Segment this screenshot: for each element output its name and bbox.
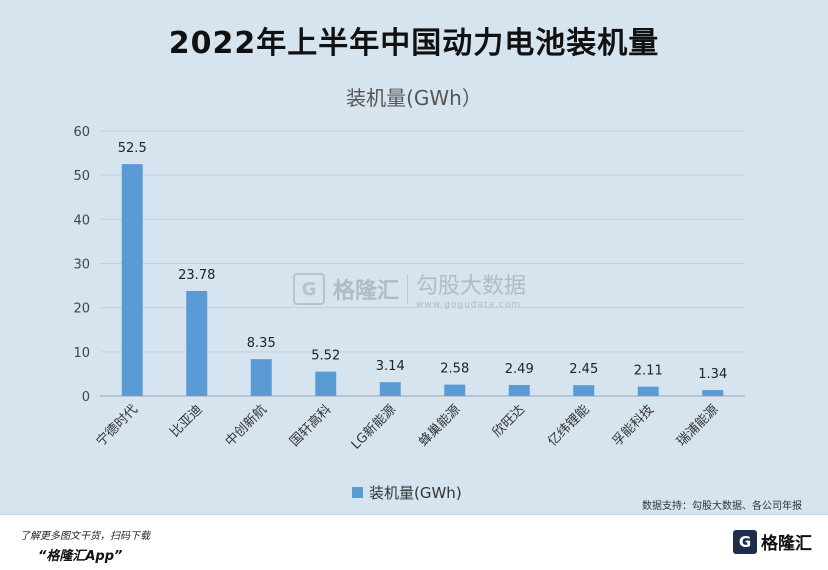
footer-app-name: “格隆汇App”: [38, 549, 123, 564]
data-label: 5.52: [311, 349, 340, 364]
y-tick-label: 10: [73, 346, 90, 361]
logo-icon: G: [733, 529, 757, 554]
x-tick-label: 瑞浦能源: [674, 402, 721, 449]
bar: [186, 290, 208, 396]
data-label: 2.11: [634, 364, 663, 379]
x-tick-label: 孚能科技: [610, 402, 657, 449]
bar: [508, 385, 530, 396]
bar: [637, 386, 659, 396]
logo-text: 格隆汇: [761, 534, 812, 554]
watermark-logo-icon: G: [293, 273, 325, 305]
data-label: 23.78: [178, 268, 215, 283]
bar: [573, 385, 595, 396]
watermark-brand: 勾股大数据: [416, 274, 527, 299]
y-tick-label: 60: [73, 125, 90, 140]
chart-subtitle: 装机量(GWh）: [346, 86, 482, 110]
watermark-name: 格隆汇: [333, 279, 400, 304]
bar: [121, 164, 143, 396]
data-label: 1.34: [698, 367, 727, 382]
page-title: 2022年上半年中国动力电池装机量: [168, 26, 660, 61]
bar: [379, 382, 401, 396]
bar: [444, 384, 466, 396]
data-label: 8.35: [247, 336, 276, 351]
bar: [250, 359, 272, 396]
x-tick-label: 宁德时代: [93, 402, 141, 450]
legend-swatch: [352, 486, 363, 498]
data-label: 52.5: [118, 141, 147, 156]
watermark-url: www.gogudata.com: [416, 300, 522, 310]
x-tick-label: 亿纬锂能: [545, 402, 592, 449]
footer-logo: G 格隆汇: [733, 529, 812, 554]
x-tick-label: 国轩高科: [286, 402, 334, 450]
y-tick-label: 40: [73, 213, 90, 228]
x-tick-label: 比亚迪: [167, 402, 205, 440]
source-note: 数据支持：勾股大数据、各公司年报: [642, 501, 802, 512]
chart-legend: 装机量(GWh): [352, 482, 462, 502]
data-label: 2.49: [505, 362, 534, 377]
y-tick-label: 0: [82, 390, 90, 405]
x-tick-label: 蜂巢能源: [416, 402, 463, 449]
data-label: 3.14: [376, 359, 405, 374]
bar: [315, 371, 337, 396]
y-tick-label: 50: [73, 169, 90, 184]
bar: [702, 390, 724, 396]
bar-chart: 0 10 20 30 40 50 60 52.5 宁德时代 23.78 比亚迪 8.35 中创新航 5.5…: [73, 125, 745, 453]
watermark-divider: [407, 274, 409, 304]
x-tick-label: LG新能源: [348, 402, 399, 453]
y-tick-label: 20: [73, 302, 90, 317]
footer-promo-text: 了解更多图文干货，扫码下载: [20, 531, 150, 542]
data-label: 2.45: [569, 362, 598, 377]
y-tick-label: 30: [73, 258, 90, 273]
x-tick-label: 中创新航: [222, 402, 270, 450]
data-label: 2.58: [440, 362, 469, 377]
x-tick-label: 欣旺达: [490, 402, 528, 440]
footer: 了解更多图文干货，扫码下载 “格隆汇App” G 格隆汇: [0, 514, 828, 570]
watermark: G 格隆汇 勾股大数据 www.gogudata.com: [293, 268, 526, 310]
legend-label: 装机量(GWh): [369, 483, 462, 502]
